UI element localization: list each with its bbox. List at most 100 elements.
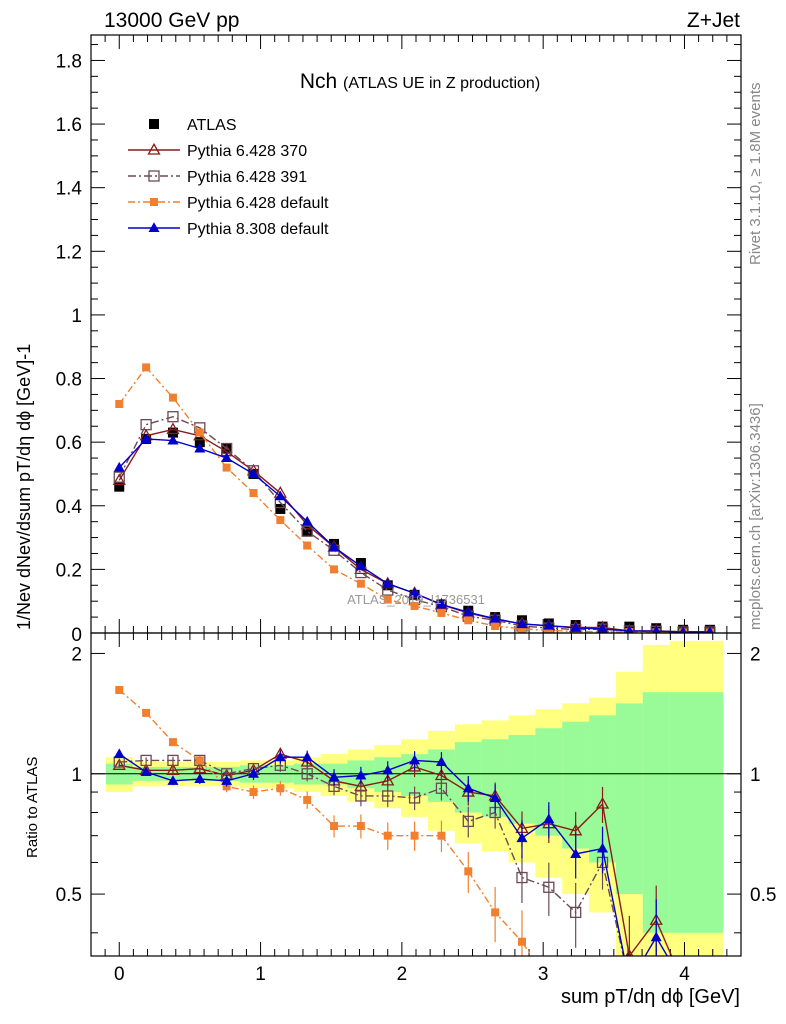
- series-point: [570, 622, 582, 632]
- ratio-tick-label: 2: [71, 644, 82, 665]
- y-tick-label: 1.4: [56, 179, 83, 200]
- series-point: [679, 626, 687, 633]
- ratio-y-axis-label: Ratio to ATLAS: [24, 757, 41, 858]
- y-tick-label: 0.6: [56, 433, 82, 454]
- y-axis-label: 1/Nev dNev/dsum pT/dη dϕ [GeV]-1: [14, 344, 34, 630]
- series-point: [168, 393, 177, 402]
- ratio-point: [464, 867, 473, 876]
- series-point: [489, 612, 501, 623]
- ratio-point: [383, 831, 392, 840]
- series-point: [464, 616, 473, 625]
- ratio-point: [595, 796, 610, 809]
- series-point: [437, 608, 446, 617]
- ratio-point: [516, 832, 528, 843]
- ratio-tick-label-right: 1: [750, 765, 761, 786]
- chart-subtitle: (ATLAS UE in Z production): [343, 75, 540, 92]
- series-point: [410, 601, 419, 610]
- ratio-point: [517, 937, 526, 946]
- y-tick-label: 0.2: [56, 560, 82, 581]
- series-point: [142, 363, 151, 372]
- ratio-point: [328, 771, 340, 782]
- series-point: [113, 471, 125, 483]
- ratio-point: [491, 908, 500, 917]
- atlas-data-point: [167, 427, 178, 438]
- side-label-mcplots: mcplots.cern.ch [arXiv:1306.3436]: [747, 403, 764, 630]
- ratio-point: [462, 815, 474, 828]
- legend: ATLAS Pythia 6.428 370 Pythia 6.428 391 Pyt…: [128, 117, 329, 238]
- ratio-point: [167, 775, 179, 785]
- atlas-data-point: [275, 503, 286, 514]
- ratio-point: [303, 795, 312, 804]
- x-tick-label: 1: [255, 964, 266, 985]
- ratio-point: [195, 756, 204, 765]
- y-tick-label: 0.4: [56, 497, 83, 518]
- legend-marker: [149, 119, 159, 129]
- ratio-point: [168, 738, 177, 747]
- ratio-point: [408, 792, 421, 804]
- ratio-point: [194, 754, 206, 767]
- atlas-data-point: [302, 526, 313, 537]
- ratio-point: [166, 763, 180, 775]
- ratio-point: [409, 754, 421, 765]
- series-point: [516, 618, 528, 629]
- ratio-point: [140, 754, 152, 767]
- legend-marker: [147, 142, 161, 155]
- legend-label: ATLAS: [187, 117, 237, 134]
- header-process: Z+Jet: [687, 9, 740, 32]
- ratio-point: [355, 790, 367, 802]
- y-tick-label: 1: [71, 306, 82, 327]
- ratio-tick-label: 1: [71, 765, 82, 786]
- band-inner-segment: [669, 692, 697, 933]
- ratio-point: [382, 790, 394, 802]
- ratio-point: [355, 769, 367, 780]
- legend-label: Pythia 6.428 default: [187, 195, 329, 212]
- legend-label: Pythia 6.428 391: [187, 169, 307, 186]
- ratio-point: [381, 773, 395, 786]
- axes-ticks: [91, 35, 741, 956]
- ratio-point: [435, 782, 448, 794]
- ratio-point: [113, 748, 125, 759]
- ratio-point: [437, 831, 446, 840]
- series-point: [221, 452, 233, 463]
- ratio-tick-label: 0.5: [56, 885, 82, 906]
- series-point: [517, 624, 526, 633]
- ratio-point: [489, 792, 501, 802]
- ratio-point: [516, 871, 528, 884]
- series-point: [330, 565, 339, 574]
- ratio-point: [543, 881, 555, 893]
- ratio-point: [274, 751, 286, 762]
- band-inner-segment: [508, 735, 536, 824]
- y-tick-label: 0.8: [56, 370, 82, 391]
- ratio-point: [410, 831, 419, 840]
- x-tick-label: 3: [538, 964, 549, 985]
- series-point: [301, 515, 313, 526]
- ratio-point: [194, 773, 206, 784]
- series-point: [166, 422, 180, 435]
- series-point: [383, 595, 392, 604]
- chart-title: Nch (ATLAS UE in Z production): [300, 70, 540, 93]
- series-point: [140, 419, 152, 431]
- ratio-point: [382, 764, 394, 775]
- ratio-point: [301, 751, 313, 762]
- y-tick-label-zero: 0: [71, 625, 82, 646]
- ratio-point: [570, 906, 582, 919]
- series-point: [222, 463, 231, 472]
- series-layer: [112, 363, 716, 956]
- y-tick-label: 1.6: [56, 115, 82, 136]
- ratio-point: [167, 754, 179, 767]
- series-point: [544, 626, 553, 633]
- ratio-point: [625, 948, 634, 956]
- series-point: [625, 625, 634, 633]
- series-point: [303, 541, 312, 550]
- ratio-point: [140, 766, 152, 777]
- x-axis-label: sum pT/dη dϕ [GeV]: [561, 986, 740, 1008]
- series-ratio-2: [113, 754, 625, 956]
- ratio-tick-label-right: 2: [750, 644, 761, 665]
- atlas-data-point: [194, 437, 205, 448]
- series-point: [301, 525, 313, 537]
- legend-marker: [148, 222, 160, 232]
- ratio-point: [407, 759, 422, 772]
- ratio-point: [221, 775, 233, 785]
- series-point: [167, 411, 179, 423]
